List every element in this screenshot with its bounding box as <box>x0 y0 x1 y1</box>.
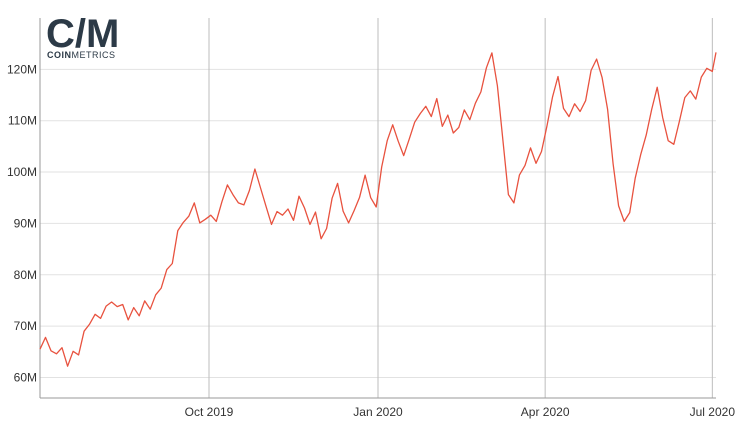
x-tick-label: Jan 2020 <box>353 405 403 419</box>
logo-wordmark-bold: COIN <box>47 50 72 60</box>
axes <box>39 18 716 399</box>
x-axis-tick-labels: Oct 2019 Jan 2020 Apr 2020 Jul 2020 <box>185 405 736 419</box>
x-tick-label: Oct 2019 <box>185 405 234 419</box>
logo-mark: C/M <box>46 12 119 56</box>
y-axis-tick-labels: 60M 70M 80M 90M 100M 110M 120M <box>7 62 37 384</box>
y-tick-label: 80M <box>14 268 37 282</box>
logo-wordmark-light: METRICS <box>72 50 116 60</box>
y-tick-label: 120M <box>7 62 37 76</box>
logo-wordmark: COINMETRICS <box>47 50 116 60</box>
x-tick-label: Jul 2020 <box>690 405 736 419</box>
vertical-gridlines <box>208 18 713 398</box>
logo: C/M COINMETRICS <box>46 12 119 60</box>
y-tick-label: 60M <box>14 370 37 384</box>
series-line <box>39 52 717 367</box>
x-tick-label: Apr 2020 <box>521 405 570 419</box>
y-tick-label: 90M <box>14 216 37 230</box>
y-tick-label: 100M <box>7 165 37 179</box>
y-tick-label: 110M <box>8 114 37 128</box>
y-tick-label: 70M <box>14 319 37 333</box>
